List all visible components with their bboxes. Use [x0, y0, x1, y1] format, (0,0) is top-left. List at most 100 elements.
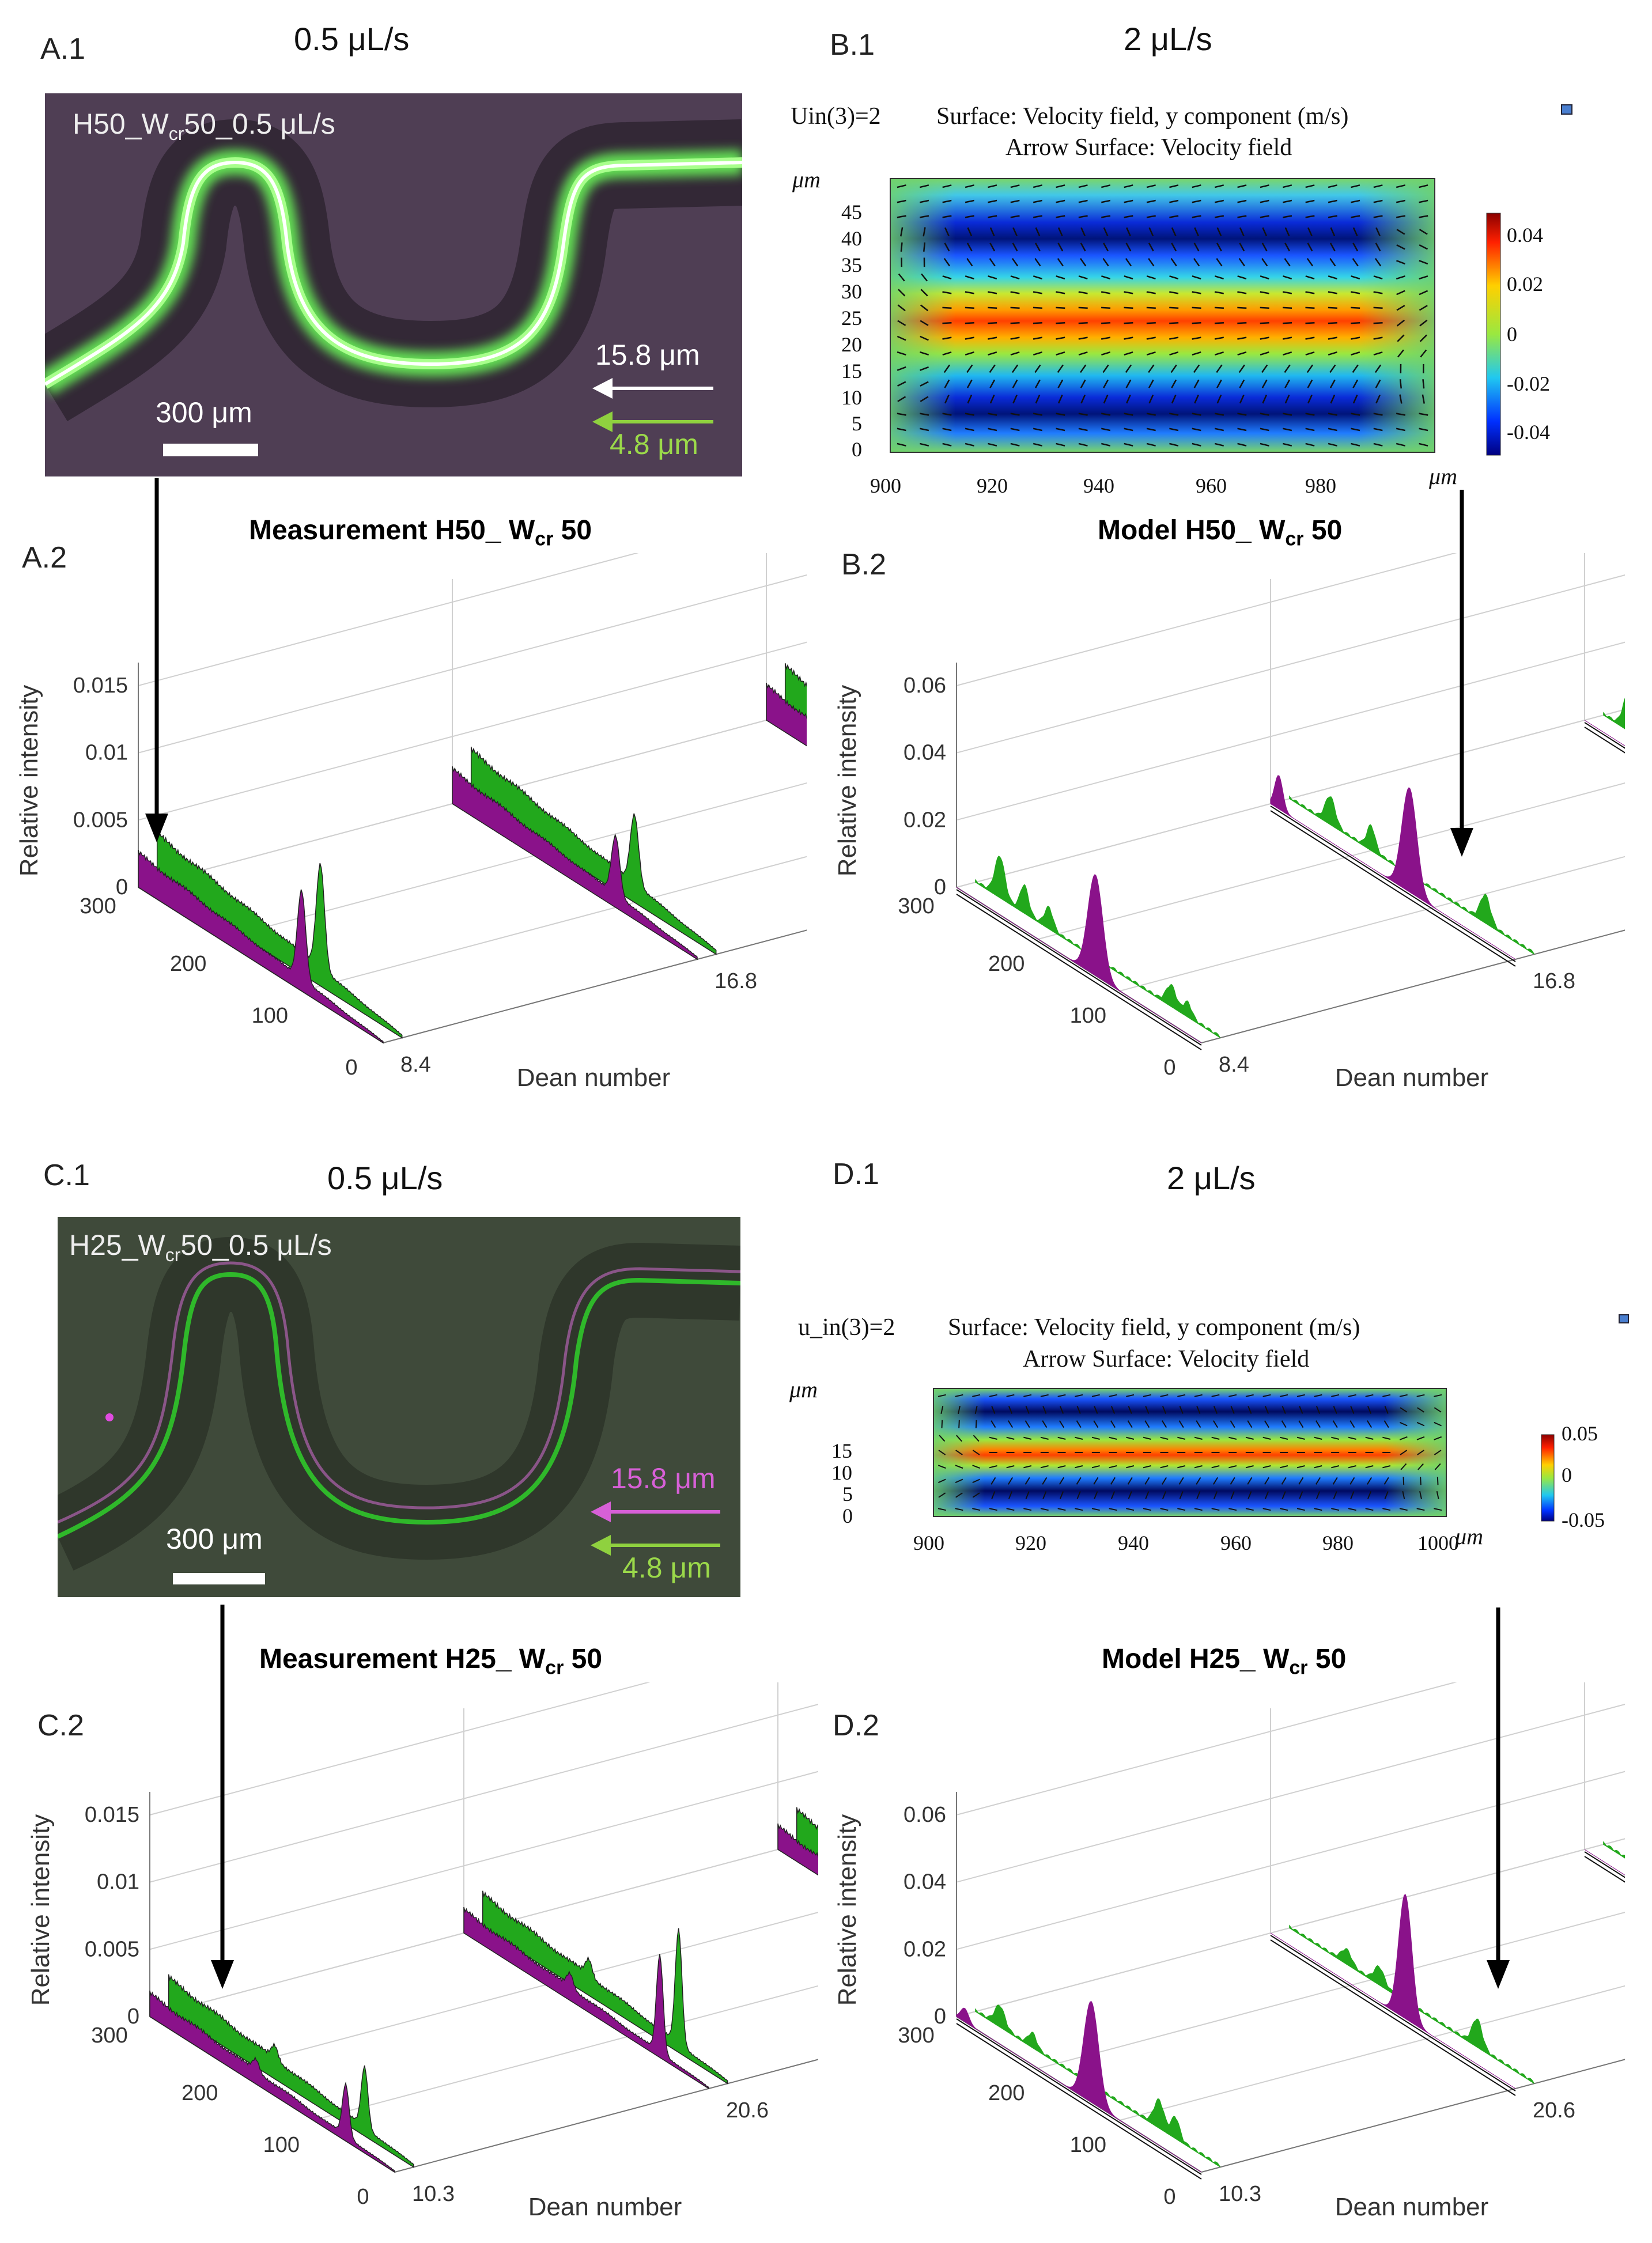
velocity-arrow [920, 366, 929, 371]
y-tick-b1: 15 [841, 360, 862, 383]
velocity-arrow [1144, 1420, 1150, 1428]
velocity-arrow [988, 215, 997, 218]
velocity-arrow [1194, 1394, 1203, 1397]
velocity-arrow [1169, 275, 1179, 280]
velocity-arrow [1396, 229, 1405, 235]
velocity-arrow [1124, 184, 1133, 188]
velocity-arrow [1160, 1436, 1169, 1440]
velocity-arrow [1352, 243, 1359, 252]
cbar-tick-b1: 0 [1507, 323, 1517, 346]
velocity-arrow [1373, 351, 1383, 356]
velocity-arrow [1033, 275, 1042, 280]
velocity-arrow [1419, 319, 1428, 327]
velocity-arrow [1230, 1406, 1235, 1414]
grid-line [138, 709, 807, 888]
velocity-arrow [942, 275, 952, 280]
cbar-tick-d1: 0.05 [1562, 1422, 1598, 1445]
velocity-arrow [1434, 1394, 1442, 1397]
cbar-tick-b1: 0.04 [1507, 224, 1543, 247]
dean-tick-label: 8.4 [400, 1053, 431, 1077]
velocity-arrow [1216, 379, 1222, 388]
velocity-arrow [897, 304, 906, 312]
purple-area-dean-16.8 [452, 766, 698, 960]
velocity-arrow [1214, 413, 1224, 416]
velocity-arrow [1056, 215, 1065, 218]
baseline-dean-8.4 [956, 889, 1202, 1046]
velocity-arrow [1305, 428, 1315, 432]
velocity-arrow [1091, 1465, 1100, 1469]
velocity-arrow [1282, 184, 1292, 188]
velocity-arrow [1012, 394, 1018, 404]
velocity-arrow [1228, 1436, 1237, 1440]
dean-tick-label: 16.8 [1533, 969, 1575, 993]
velocity-arrow [965, 413, 974, 416]
velocity-arrow [956, 1435, 962, 1442]
y-tick-d1: 0 [842, 1504, 853, 1527]
velocity-arrow [1328, 428, 1337, 432]
series-D2-dean-41.3 [1584, 1841, 1625, 1883]
velocity-arrow [1228, 1465, 1237, 1469]
grid-line [956, 1704, 1625, 1883]
velocity-arrow [1169, 199, 1179, 203]
velocity-arrow [965, 184, 974, 188]
dean-tick-label: 10.3 [412, 2182, 455, 2206]
velocity-arrow [955, 1450, 963, 1455]
colorbar-ticks-d1: 0.05 0 -0.05 [1562, 1422, 1605, 1531]
velocity-arrow [1374, 364, 1382, 373]
velocity-arrow [1078, 184, 1088, 188]
velocity-arrow [1057, 364, 1064, 373]
velocity-arrow [1350, 1406, 1355, 1414]
velocity-arrow [1419, 428, 1428, 432]
x-tick-label: 300 [898, 894, 934, 918]
velocity-arrow [1010, 275, 1020, 280]
velocity-arrow [1230, 1420, 1235, 1428]
velocity-arrow [920, 335, 929, 341]
velocity-arrow [1365, 1465, 1374, 1469]
velocity-arrow [1042, 1406, 1047, 1414]
series-B2-dean-50.5 [1584, 697, 1625, 754]
green-arrow-label-c1: 4.8 μm [622, 1552, 711, 1584]
purple-area-dean-10.3 [956, 2000, 1202, 2173]
velocity-arrow [1146, 442, 1156, 447]
velocity-arrow [1192, 275, 1201, 280]
velocity-arrow [1160, 1465, 1169, 1469]
velocity-arrow [1006, 1394, 1015, 1397]
velocity-arrow [1331, 1436, 1340, 1440]
panel-label-c1: C.1 [43, 1159, 90, 1192]
panel-label-c2: C.2 [37, 1709, 84, 1742]
velocity-arrow [1035, 227, 1041, 237]
velocity-arrow [972, 1478, 980, 1484]
velocity-arrow [1126, 227, 1131, 237]
purple-area-dean-16.8 [1270, 775, 1516, 960]
velocity-arrow [900, 242, 903, 252]
dean-tick-label: 20.6 [1533, 2098, 1575, 2123]
velocity-arrow [1396, 184, 1406, 188]
velocity-arrow [1237, 215, 1247, 218]
microscope-image-c1: H25_Wcr50_0.5 μL/s 300 μm 15.8 μm 4.8 μm [58, 1217, 740, 1597]
series-A2-dean-50.5 [766, 663, 807, 747]
z-axis-label: Relative intensity [27, 1814, 55, 2006]
velocity-arrow [1264, 1477, 1270, 1485]
x-tick-b1: 940 [1083, 474, 1114, 497]
grid-line [149, 1771, 818, 1950]
velocity-arrow [1196, 1420, 1201, 1428]
velocity-arrow [1177, 1508, 1186, 1511]
velocity-arrow [1144, 1477, 1150, 1485]
velocity-arrow [1162, 1491, 1167, 1499]
velocity-arrow [972, 1508, 981, 1511]
velocity-arrow [1365, 1508, 1374, 1511]
velocity-arrow [920, 351, 929, 356]
velocity-arrow [1262, 1508, 1271, 1511]
velocity-arrow [1216, 258, 1223, 267]
plot-title-a2: Measurement H50_ Wcr 50 [249, 515, 592, 550]
velocity-arrow [1434, 1421, 1442, 1427]
velocity-arrow [1216, 243, 1222, 252]
velocity-arrow [1261, 243, 1268, 252]
velocity-arrow [1396, 290, 1405, 296]
x-tick-b1: 920 [977, 474, 1008, 497]
velocity-arrow [989, 227, 995, 237]
velocity-arrow [942, 215, 952, 218]
velocity-arrow [1351, 184, 1360, 188]
velocity-arrow [1402, 1491, 1405, 1500]
velocity-arrow [1352, 394, 1358, 404]
